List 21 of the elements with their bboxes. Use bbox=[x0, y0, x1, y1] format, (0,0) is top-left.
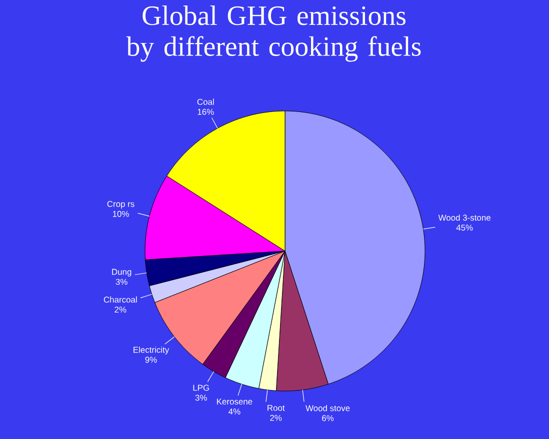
slice-label: Wood stove bbox=[306, 404, 350, 412]
chart-title: Global GHG emissions by different cooking fuels bbox=[126, 6, 421, 62]
data-label: 6% bbox=[322, 415, 334, 422]
data-label: 45% bbox=[456, 224, 473, 231]
slice-label: LPG bbox=[193, 384, 209, 391]
slice-label: Electricity bbox=[134, 346, 170, 354]
data-label: 10% bbox=[112, 210, 129, 217]
data-label: 4% bbox=[228, 408, 240, 414]
data-label: 2% bbox=[270, 414, 282, 421]
data-label: 3% bbox=[195, 394, 207, 401]
data-label: 9% bbox=[145, 356, 157, 363]
slice-label: Wood 3-stone bbox=[438, 214, 490, 221]
slice-label: Crop rs bbox=[107, 200, 134, 209]
data-label: 3% bbox=[116, 278, 128, 285]
slice-label: Coal bbox=[197, 98, 214, 105]
data-label: 2% bbox=[114, 306, 126, 313]
data-label: 16% bbox=[198, 108, 214, 115]
slice-label: Kerosene bbox=[217, 398, 252, 405]
slice-label: Root bbox=[268, 404, 285, 411]
slice-label: Charcoal bbox=[104, 296, 137, 303]
slice-label: Dung bbox=[112, 268, 132, 277]
